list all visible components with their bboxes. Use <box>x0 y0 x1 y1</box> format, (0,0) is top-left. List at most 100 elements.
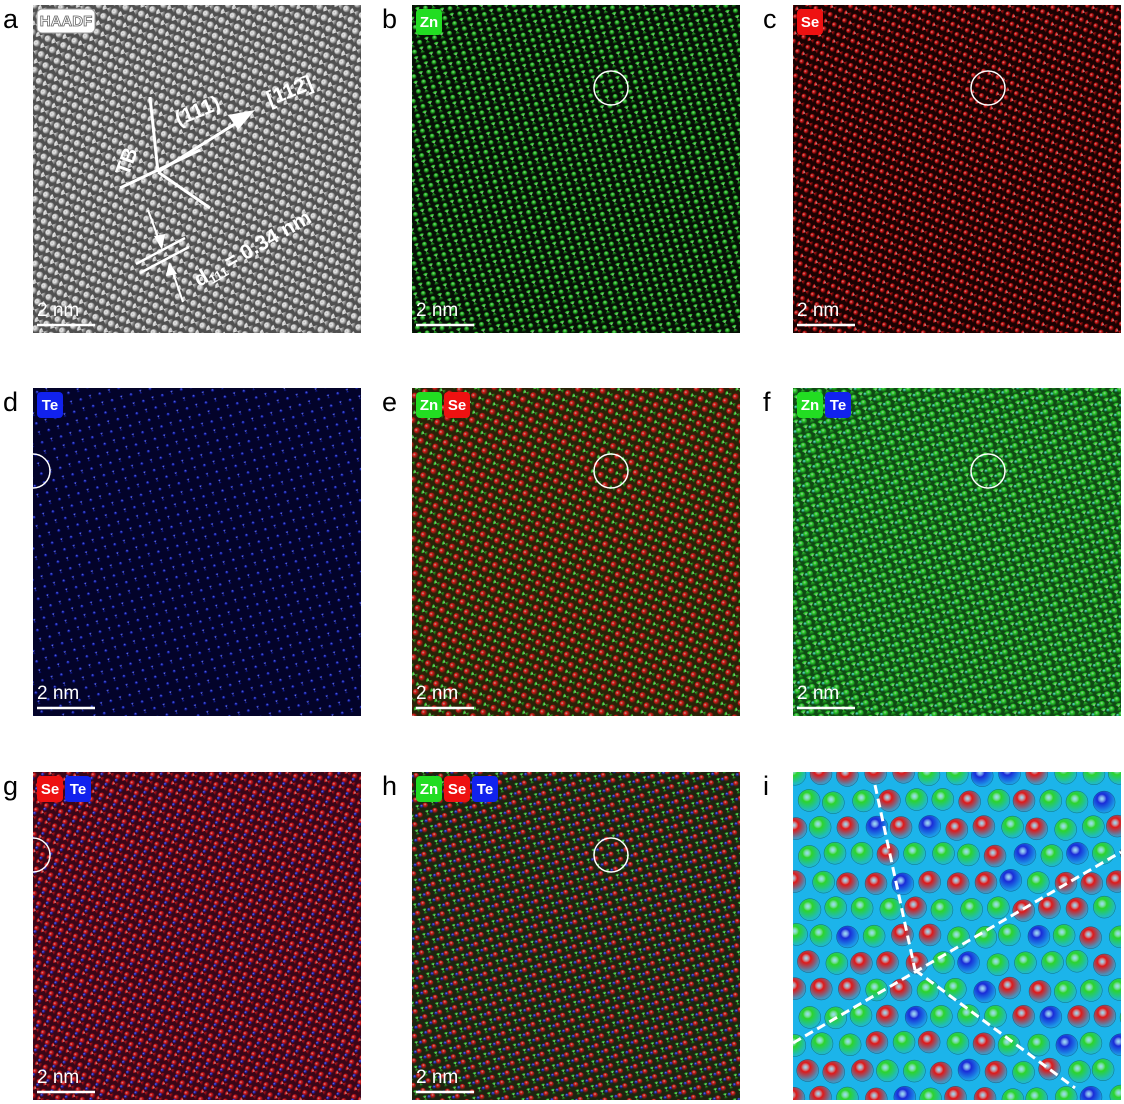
atom <box>1079 926 1102 949</box>
atom <box>1105 870 1121 893</box>
atom <box>986 953 1010 976</box>
atom <box>1038 1057 1061 1081</box>
badge-label: Se <box>41 781 59 798</box>
atom <box>931 788 955 811</box>
highlight-circle <box>15 453 51 489</box>
atom <box>809 1085 832 1100</box>
atom <box>1107 772 1121 785</box>
panel-letter: g <box>3 771 18 801</box>
atom <box>997 1033 1021 1057</box>
atom <box>1038 896 1061 919</box>
atom <box>889 816 913 839</box>
atom <box>864 772 887 785</box>
atom <box>984 1005 1007 1028</box>
atom <box>793 817 808 840</box>
atom <box>1091 1058 1115 1081</box>
atom <box>798 1006 822 1029</box>
spacing-arrow <box>171 269 184 303</box>
atom <box>1109 1033 1121 1057</box>
badge <box>444 776 470 802</box>
atom <box>1109 1084 1121 1100</box>
micrograph <box>412 5 740 333</box>
atom <box>946 1032 970 1055</box>
badge-label: Te <box>42 397 58 414</box>
atom <box>1065 949 1089 973</box>
boundary-line <box>914 968 1076 1090</box>
atom <box>929 1061 953 1085</box>
atom <box>973 1087 997 1100</box>
scale-bar-label: 2 nm <box>797 300 839 321</box>
spacing-line <box>139 245 190 275</box>
panel-letter: e <box>382 387 397 417</box>
atom <box>865 978 888 1002</box>
atom <box>974 925 998 949</box>
atom <box>793 977 807 1000</box>
atom <box>998 772 1021 786</box>
badge-label: Zn <box>420 781 438 798</box>
atom <box>947 926 970 950</box>
atom <box>930 898 954 922</box>
scale-bar-label: 2 nm <box>37 300 79 321</box>
atom <box>972 1032 996 1056</box>
highlight-circle <box>970 453 1006 489</box>
atom <box>1054 1086 1078 1100</box>
boundary-line <box>873 784 917 971</box>
atom <box>973 980 996 1004</box>
atom <box>905 788 928 811</box>
panel-letter: h <box>382 771 397 801</box>
highlight-circle <box>593 837 629 873</box>
atom <box>1065 897 1089 920</box>
badge <box>36 8 96 34</box>
badge <box>416 776 442 802</box>
atom <box>957 1058 981 1082</box>
atom <box>1092 842 1115 865</box>
atom <box>793 1034 807 1057</box>
panel-letter: a <box>3 4 19 34</box>
atom <box>876 951 899 974</box>
atom <box>1093 953 1116 977</box>
atom <box>957 951 980 974</box>
atom <box>1054 818 1077 841</box>
micrograph <box>412 772 740 1100</box>
atom <box>878 789 901 812</box>
atom <box>1067 1005 1090 1028</box>
atom <box>849 1004 873 1027</box>
atom <box>836 772 859 787</box>
micrograph <box>33 772 361 1100</box>
atom <box>1014 951 1037 975</box>
atom <box>1026 871 1050 894</box>
atom <box>984 1060 1008 1084</box>
scale-bar-label: 2 nm <box>37 683 79 704</box>
atom <box>945 818 969 841</box>
atom <box>825 952 849 975</box>
badge-label: Te <box>70 781 86 798</box>
atom <box>904 1005 928 1029</box>
panel-letter: c <box>763 4 777 34</box>
atom <box>918 870 941 894</box>
atom <box>932 842 955 865</box>
atom <box>836 925 859 949</box>
scale-bar-label: 2 nm <box>416 1067 458 1088</box>
atom <box>1012 789 1036 813</box>
atom <box>865 815 889 839</box>
atom <box>987 789 1011 812</box>
badge <box>37 392 63 418</box>
badge <box>797 392 823 418</box>
atom <box>892 1031 916 1054</box>
atom <box>892 772 915 784</box>
badge <box>825 392 851 418</box>
atom <box>798 845 821 868</box>
atom <box>999 869 1023 892</box>
spacing-line <box>135 236 186 266</box>
atom <box>852 789 875 813</box>
badge-label: Zn <box>420 397 438 414</box>
plane-line <box>157 170 211 210</box>
highlight-circle <box>970 70 1006 106</box>
badge <box>472 776 498 802</box>
atom <box>1012 899 1035 922</box>
badge-label: Se <box>448 781 466 798</box>
atom <box>812 870 835 894</box>
micrograph <box>33 388 361 716</box>
badge-label: Se <box>801 14 819 31</box>
